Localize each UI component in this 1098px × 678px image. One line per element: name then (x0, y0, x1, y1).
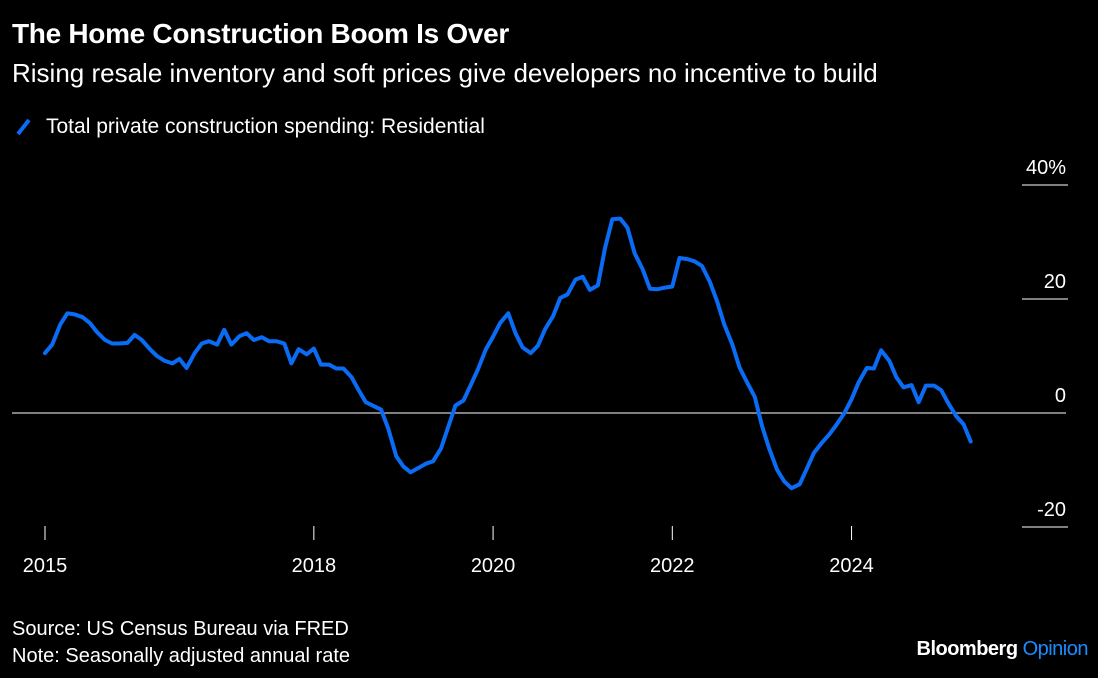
x-tick-label: 2024 (829, 555, 874, 577)
source-note: Source: US Census Bureau via FRED (12, 618, 349, 640)
brand-name: Bloomberg (916, 638, 1019, 660)
brand-subname: Opinion (1022, 638, 1089, 660)
y-tick-label: -20 (1037, 499, 1066, 521)
legend-swatch (16, 118, 31, 136)
y-tick-label: 20 (1044, 271, 1066, 293)
x-tick-label: 2018 (292, 555, 337, 577)
brand-logo: Bloomberg Opinion (917, 638, 1089, 661)
y-tick-label: 40% (1026, 157, 1066, 179)
chart-title: The Home Construction Boom Is Over (12, 18, 509, 49)
y-tick-label: 0 (1055, 385, 1066, 407)
series-line (43, 216, 973, 491)
chart-subtitle: Rising resale inventory and soft prices … (12, 58, 878, 88)
x-tick-label: 2022 (650, 555, 695, 577)
chart-legend: Total private construction spending: Res… (14, 115, 485, 139)
footnote: Note: Seasonally adjusted annual rate (12, 645, 351, 667)
legend-label: Total private construction spending: Res… (46, 115, 485, 138)
x-tick-label: 2020 (471, 555, 516, 577)
x-tick-label: 2015 (23, 555, 68, 577)
